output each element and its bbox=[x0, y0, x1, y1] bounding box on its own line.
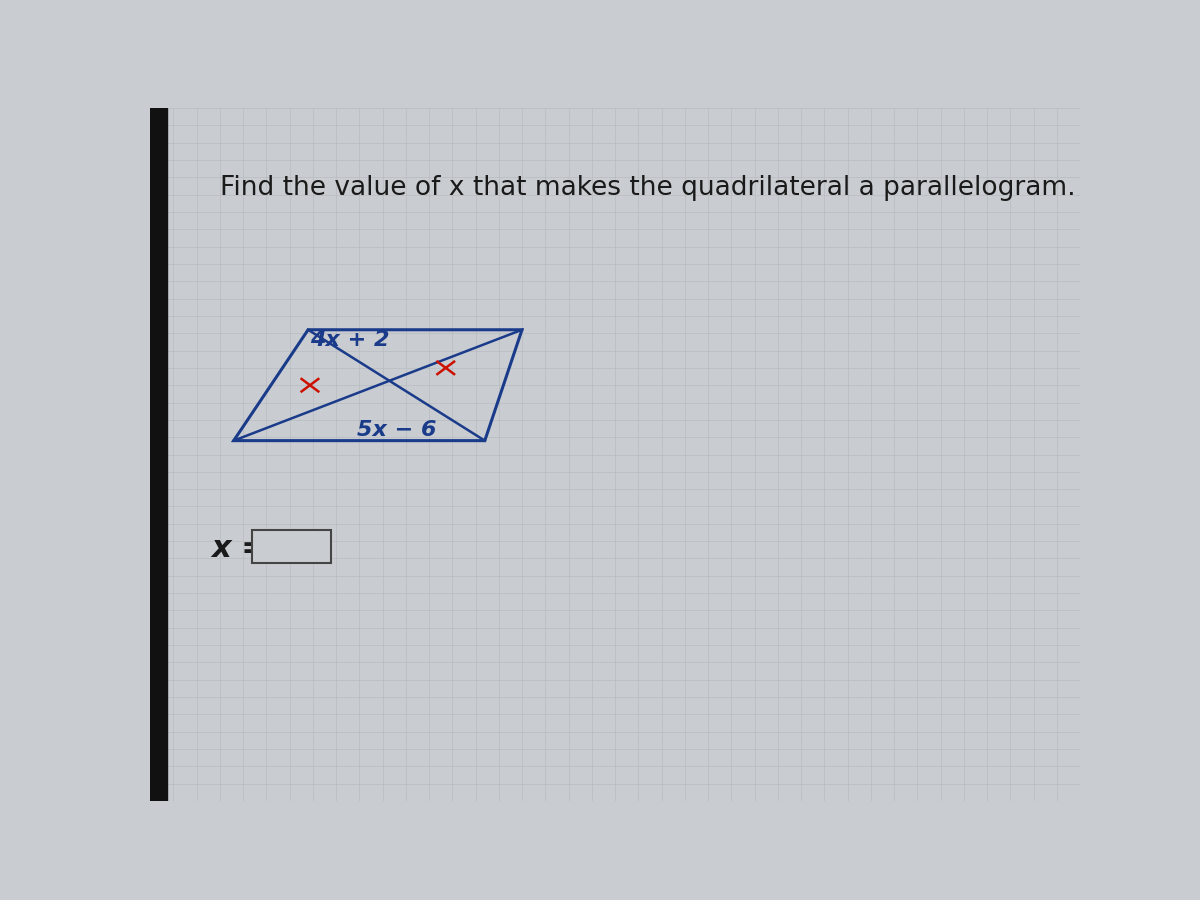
Text: Find the value of x that makes the quadrilateral a parallelogram.: Find the value of x that makes the quadr… bbox=[220, 175, 1075, 201]
Text: 4x + 2: 4x + 2 bbox=[310, 330, 390, 350]
Bar bbox=[252, 530, 331, 563]
Text: x =: x = bbox=[211, 534, 268, 562]
Text: 5x − 6: 5x − 6 bbox=[356, 420, 437, 440]
Bar bbox=[150, 108, 167, 801]
